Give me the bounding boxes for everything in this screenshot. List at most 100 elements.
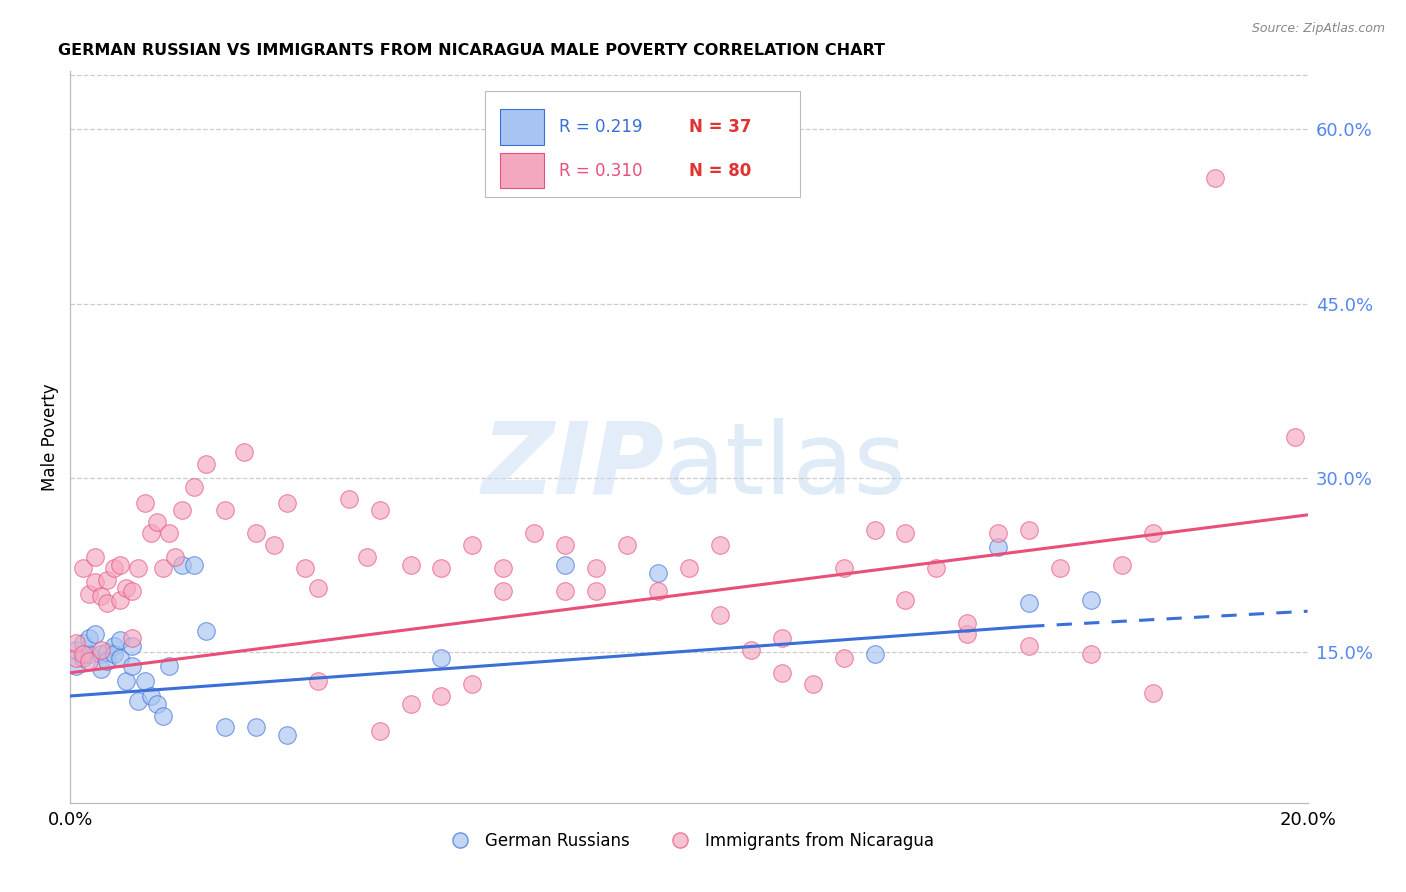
Y-axis label: Male Poverty: Male Poverty bbox=[41, 384, 59, 491]
Point bbox=[214, 720, 236, 734]
Point bbox=[108, 558, 131, 572]
Point bbox=[77, 587, 100, 601]
Point bbox=[863, 523, 886, 537]
FancyBboxPatch shape bbox=[485, 91, 800, 197]
Point bbox=[96, 645, 118, 659]
Point bbox=[157, 526, 180, 541]
Point bbox=[399, 558, 422, 572]
Point bbox=[170, 503, 193, 517]
Point bbox=[134, 673, 156, 688]
Point bbox=[1204, 171, 1226, 186]
Point bbox=[461, 677, 484, 691]
Point bbox=[740, 642, 762, 657]
Text: R = 0.310: R = 0.310 bbox=[560, 161, 643, 180]
Text: atlas: atlas bbox=[664, 417, 905, 515]
Point bbox=[368, 723, 391, 738]
Point bbox=[139, 526, 162, 541]
FancyBboxPatch shape bbox=[499, 110, 544, 145]
Point bbox=[337, 491, 360, 506]
Point bbox=[863, 647, 886, 661]
Point bbox=[616, 538, 638, 552]
Point bbox=[430, 650, 453, 665]
Point bbox=[65, 635, 87, 649]
Point bbox=[165, 549, 187, 564]
Point bbox=[77, 647, 100, 661]
Point bbox=[72, 561, 94, 575]
Point bbox=[585, 584, 607, 599]
Point bbox=[307, 581, 329, 595]
Text: Source: ZipAtlas.com: Source: ZipAtlas.com bbox=[1251, 22, 1385, 36]
Point bbox=[77, 631, 100, 645]
Point bbox=[801, 677, 824, 691]
Point bbox=[1049, 561, 1071, 575]
Point bbox=[245, 720, 267, 734]
Point bbox=[430, 689, 453, 703]
Point bbox=[90, 662, 112, 676]
Point bbox=[214, 503, 236, 517]
Point bbox=[956, 615, 979, 630]
Point bbox=[121, 631, 143, 645]
Point bbox=[103, 639, 125, 653]
Point bbox=[294, 561, 316, 575]
Point bbox=[1018, 523, 1040, 537]
Point bbox=[1080, 647, 1102, 661]
Point bbox=[770, 665, 793, 680]
Point bbox=[1284, 430, 1306, 444]
Point bbox=[709, 607, 731, 622]
Point bbox=[307, 673, 329, 688]
Point bbox=[108, 633, 131, 648]
Text: GERMAN RUSSIAN VS IMMIGRANTS FROM NICARAGUA MALE POVERTY CORRELATION CHART: GERMAN RUSSIAN VS IMMIGRANTS FROM NICARA… bbox=[58, 43, 884, 58]
Point bbox=[987, 541, 1010, 555]
Point bbox=[72, 647, 94, 661]
Point bbox=[554, 558, 576, 572]
Point bbox=[894, 592, 917, 607]
Point bbox=[956, 627, 979, 641]
Point bbox=[399, 697, 422, 711]
Point bbox=[430, 561, 453, 575]
Text: N = 80: N = 80 bbox=[689, 161, 751, 180]
Point bbox=[245, 526, 267, 541]
Point bbox=[90, 642, 112, 657]
Point bbox=[1142, 526, 1164, 541]
Point bbox=[84, 627, 107, 641]
Point bbox=[90, 589, 112, 603]
Point bbox=[276, 729, 298, 743]
Point bbox=[103, 561, 125, 575]
Legend: German Russians, Immigrants from Nicaragua: German Russians, Immigrants from Nicarag… bbox=[437, 825, 941, 856]
Point bbox=[90, 647, 112, 661]
Point bbox=[987, 526, 1010, 541]
Point bbox=[72, 650, 94, 665]
Point bbox=[368, 503, 391, 517]
Point bbox=[121, 658, 143, 673]
Point bbox=[1018, 639, 1040, 653]
Point bbox=[1111, 558, 1133, 572]
Point bbox=[96, 654, 118, 668]
Point bbox=[1080, 592, 1102, 607]
Point bbox=[585, 561, 607, 575]
Point bbox=[832, 650, 855, 665]
Point bbox=[232, 445, 254, 459]
Point bbox=[65, 650, 87, 665]
Point bbox=[492, 584, 515, 599]
Point bbox=[84, 549, 107, 564]
Point bbox=[146, 697, 169, 711]
Point bbox=[461, 538, 484, 552]
Point bbox=[832, 561, 855, 575]
Point bbox=[157, 658, 180, 673]
Point bbox=[1142, 685, 1164, 699]
Point bbox=[65, 658, 87, 673]
Point bbox=[96, 573, 118, 587]
Text: N = 37: N = 37 bbox=[689, 118, 751, 136]
Point bbox=[84, 575, 107, 590]
Point bbox=[554, 584, 576, 599]
Point bbox=[103, 647, 125, 661]
Point bbox=[263, 538, 285, 552]
Point bbox=[195, 457, 218, 471]
Point bbox=[152, 561, 174, 575]
Point bbox=[678, 561, 700, 575]
Point bbox=[647, 566, 669, 580]
Point bbox=[134, 496, 156, 510]
Point bbox=[108, 592, 131, 607]
Point bbox=[127, 693, 149, 707]
Point bbox=[276, 496, 298, 510]
